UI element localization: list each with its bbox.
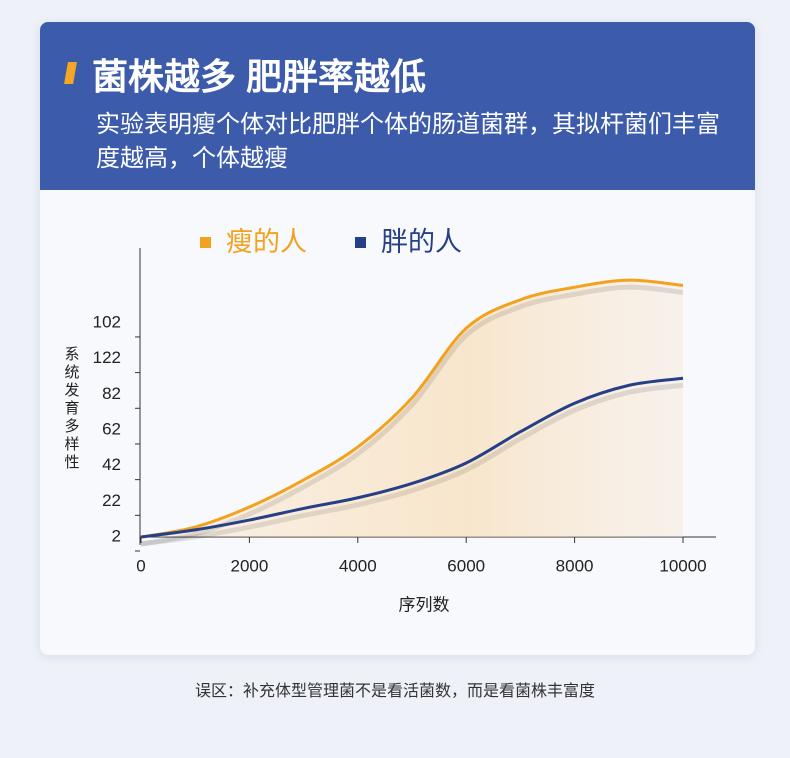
y-tick-label: 122 — [93, 348, 121, 367]
area — [141, 280, 683, 537]
legend-label: 瘦的人 — [226, 227, 307, 257]
line — [140, 278, 684, 539]
y-tick-label: 22 — [102, 491, 121, 510]
y-tick-label: 42 — [102, 455, 121, 474]
footer: 误区：补充体型管理菌不是看活菌数，而是看菌株丰富度 — [194, 683, 595, 700]
y-tick-label: 102 — [93, 312, 121, 331]
title: 菌株越多 肥胖率越低 — [92, 56, 427, 97]
x-axis-label: 序列数 — [399, 595, 450, 614]
x-tick-label: 6000 — [447, 556, 485, 575]
x-tick-label: 0 — [136, 556, 145, 575]
legend-label: 胖的人 — [381, 227, 462, 257]
y-axis-label: 系统发育多样性 — [64, 346, 79, 471]
legend-swatch — [355, 237, 366, 248]
line-shadow — [140, 382, 684, 547]
y-tick-label: 2 — [112, 526, 121, 545]
y-tick-label: 82 — [102, 384, 121, 403]
y-tick-label: 62 — [102, 419, 121, 438]
subtitle: 实验表明瘦个体对比肥胖个体的肠道菌群，其拟杆菌们丰富度越高，个体越瘦 — [96, 111, 720, 172]
x-tick-label: 10000 — [659, 556, 706, 575]
x-tick-label: 8000 — [556, 556, 594, 575]
header — [40, 22, 755, 190]
x-tick-label: 2000 — [230, 556, 268, 575]
line — [140, 376, 684, 539]
x-tick-label: 4000 — [339, 556, 377, 575]
line-shadow — [140, 284, 684, 547]
legend-swatch — [200, 237, 211, 248]
